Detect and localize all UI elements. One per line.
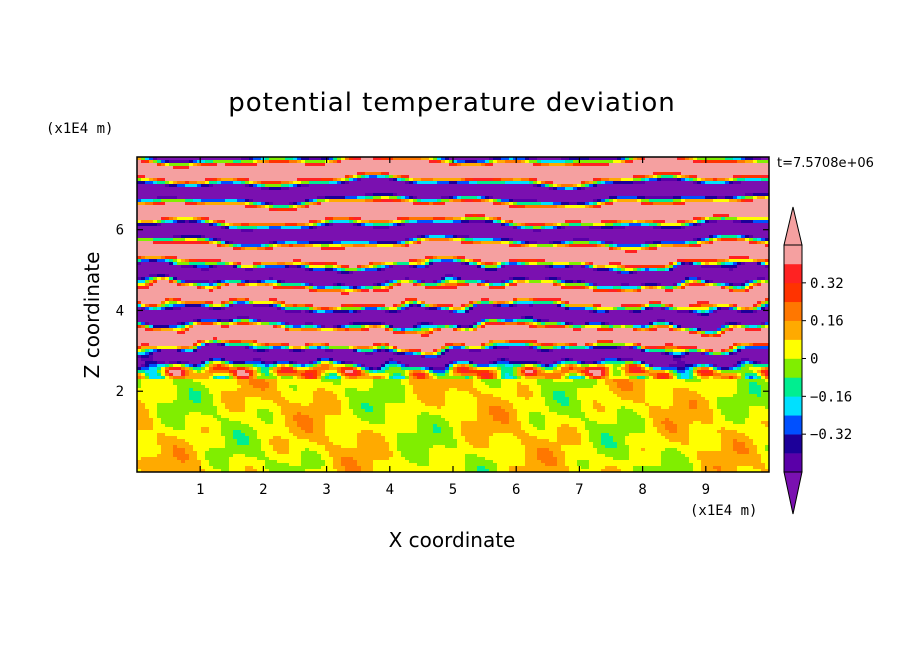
colorbar-tick-label: −0.32 xyxy=(810,427,852,443)
x-axis-label: X coordinate xyxy=(389,528,516,552)
time-label: t=7.5708e+06 xyxy=(777,156,874,171)
colorbar-tick-label: 0.16 xyxy=(810,314,844,330)
colorbar-swatch xyxy=(784,415,802,435)
colorbar-swatch xyxy=(784,245,802,265)
colorbar-swatch xyxy=(784,358,802,378)
x-tick-label: 4 xyxy=(386,482,394,498)
y-axis-unit: (x1E4 m) xyxy=(46,121,113,137)
y-tick-label: 2 xyxy=(116,384,124,400)
colorbar-tick-label: 0 xyxy=(810,352,818,368)
x-tick-label: 9 xyxy=(702,482,710,498)
y-tick-label: 4 xyxy=(116,303,124,319)
x-tick-label: 1 xyxy=(196,482,204,498)
x-tick-label: 3 xyxy=(322,482,330,498)
colorbar-swatch xyxy=(784,320,802,340)
y-axis: 2 4 6 xyxy=(116,223,769,400)
colorbar-swatch xyxy=(784,434,802,454)
x-tick-label: 6 xyxy=(512,482,520,498)
x-axis: 1 2 3 4 5 6 7 8 9 xyxy=(196,157,710,498)
x-tick-label: 7 xyxy=(575,482,583,498)
y-tick-label: 6 xyxy=(116,223,124,239)
colorbar-tick-label: −0.16 xyxy=(810,389,852,405)
colorbar-swatch xyxy=(784,282,802,303)
x-axis-unit: (x1E4 m) xyxy=(690,503,757,519)
heatmap-field xyxy=(137,157,769,472)
chart-title: potential temperature deviation xyxy=(228,88,675,118)
colorbar: 0.32 0.16 0 −0.16 −0.32 xyxy=(783,206,852,515)
y-axis-label: Z coordinate xyxy=(80,252,104,379)
colorbar-swatch xyxy=(784,453,802,473)
x-tick-label: 2 xyxy=(259,482,267,498)
colorbar-under-triangle xyxy=(783,471,803,515)
colorbar-swatch xyxy=(784,377,802,397)
colorbar-swatch xyxy=(784,339,802,359)
x-tick-label: 8 xyxy=(638,482,646,498)
colorbar-tick-label: 0.32 xyxy=(810,276,844,292)
colorbar-swatch xyxy=(784,263,802,284)
x-tick-label: 5 xyxy=(449,482,457,498)
colorbar-over-triangle xyxy=(783,206,803,246)
colorbar-swatch xyxy=(784,396,802,416)
colorbar-swatch xyxy=(784,301,802,321)
